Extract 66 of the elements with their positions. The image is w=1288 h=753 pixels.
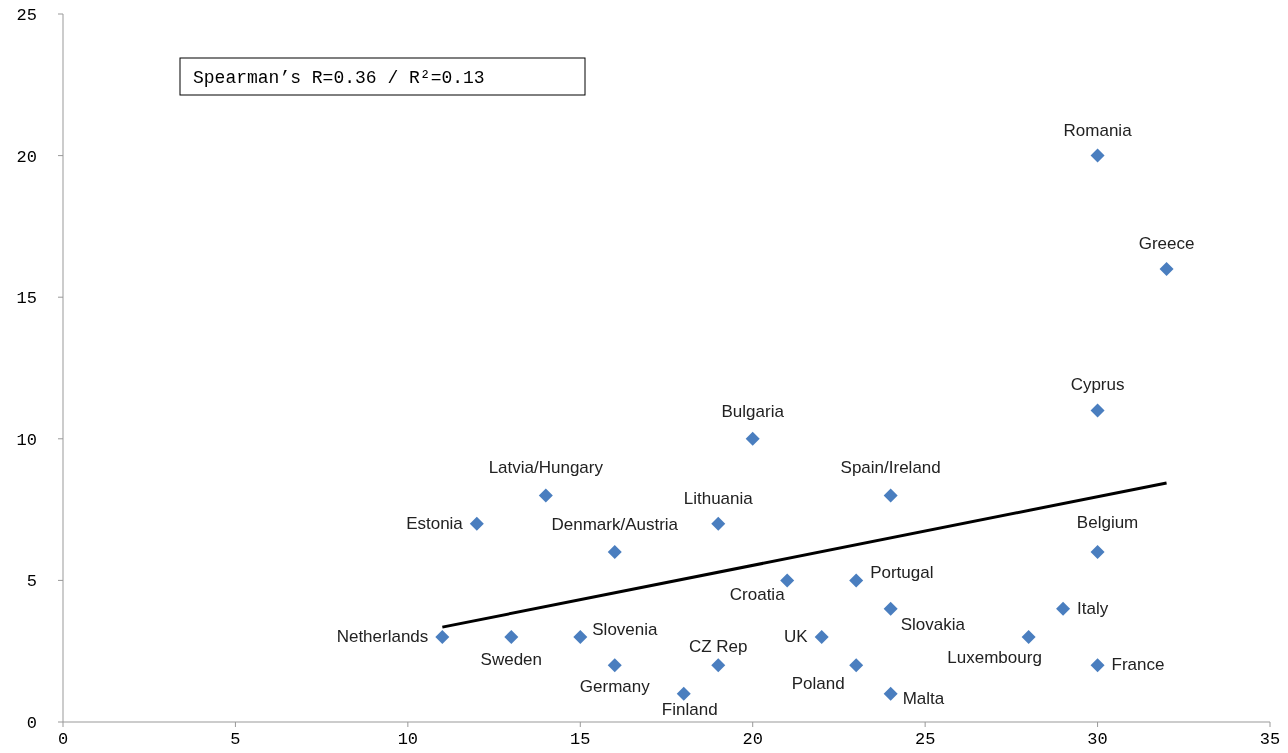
x-tick-label: 20	[742, 730, 763, 749]
point	[469, 516, 484, 531]
annotation: Italy	[1077, 598, 1109, 618]
x-tick-label: 15	[570, 730, 591, 749]
point	[849, 658, 864, 673]
y-tick-label: 0	[26, 714, 37, 733]
x-tick-label: 25	[914, 730, 936, 749]
annotation: Bulgaria	[721, 401, 785, 421]
point	[849, 573, 864, 588]
y-tick-label: 25	[16, 6, 37, 25]
annotation: UK	[784, 627, 809, 647]
point	[676, 686, 691, 701]
point	[607, 658, 622, 673]
point	[780, 573, 795, 588]
point	[1090, 148, 1105, 163]
annotation: Greece	[1138, 233, 1195, 253]
point	[1056, 601, 1071, 616]
point	[504, 630, 519, 645]
y-tick-label: 20	[16, 147, 37, 167]
y-tick-label: 10	[16, 430, 37, 450]
point	[607, 545, 622, 560]
annotation: Luxembourg	[947, 648, 1042, 668]
annotation: Lithuania	[683, 488, 754, 508]
x-tick-label: 5	[230, 730, 241, 749]
point	[1090, 403, 1105, 418]
point	[1090, 545, 1105, 560]
point	[538, 488, 553, 503]
annotation: Slovenia	[592, 620, 659, 640]
point	[435, 630, 450, 645]
point	[711, 658, 726, 673]
x-tick-label: 0	[57, 730, 69, 749]
annotation: CZ Rep	[688, 637, 748, 657]
annotation: Germany	[579, 677, 651, 697]
annotation: Portugal	[870, 563, 934, 583]
annotation: Netherlands	[336, 627, 429, 647]
point	[745, 431, 760, 446]
annotation: Estonia	[406, 513, 464, 533]
x-tick-label: 35	[1259, 730, 1281, 749]
point	[573, 630, 588, 645]
point	[1159, 261, 1174, 276]
annotation: Denmark/Austria	[551, 515, 679, 535]
point	[814, 630, 829, 645]
point	[1021, 630, 1036, 645]
annotation: Poland	[791, 674, 845, 694]
point	[1090, 658, 1105, 673]
annotation: Croatia	[729, 585, 786, 605]
y-tick-label: 15	[16, 289, 37, 309]
annotation: Cyprus	[1070, 375, 1125, 395]
annotation: Belgium	[1076, 513, 1139, 533]
annotation: Latvia/Hungary	[488, 458, 604, 478]
x-tick-label: 10	[397, 730, 419, 749]
point	[711, 516, 726, 531]
annotation: Spain/Ireland	[840, 458, 941, 478]
annotation: France	[1111, 655, 1165, 675]
text-box: Spearman’s R=0.36 / R²=0.13	[179, 57, 586, 96]
annotation: Romania	[1063, 120, 1133, 140]
annotation: Sweden	[480, 650, 543, 670]
point	[883, 686, 898, 701]
point	[883, 601, 898, 616]
annotation: Malta	[902, 688, 945, 708]
annotation: Slovakia	[900, 614, 966, 634]
y-tick-label: 5	[26, 572, 37, 592]
x-tick-label: 30	[1087, 730, 1108, 749]
annotation: Finland	[661, 699, 718, 719]
point	[883, 488, 898, 503]
annotation: Spearman’s R=0.36 / R²=0.13	[193, 68, 485, 88]
